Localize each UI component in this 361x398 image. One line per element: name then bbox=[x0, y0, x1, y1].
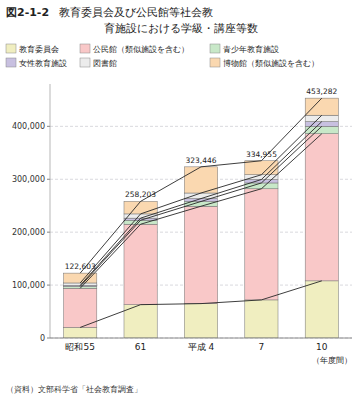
legend-swatch bbox=[80, 44, 90, 53]
legend-item: 博物館（類似施設を含む） bbox=[210, 58, 319, 68]
legend-label: 教育委員会 bbox=[19, 45, 59, 54]
series bbox=[64, 98, 339, 283]
y-tick-label: 400,000 bbox=[12, 122, 45, 131]
legend-item: 教育委員会 bbox=[6, 44, 59, 54]
legend-label: 公民館（類似施設を含む） bbox=[93, 45, 189, 54]
x-tick-label: 平成 4 bbox=[188, 342, 215, 352]
bar-segment bbox=[305, 134, 338, 281]
legend-item: 女性教育施設 bbox=[6, 58, 67, 68]
legend-swatch bbox=[210, 44, 220, 53]
y-tick bbox=[47, 232, 50, 233]
total-label: 334,955 bbox=[246, 150, 277, 159]
grid bbox=[50, 126, 352, 338]
y-tick-label: 300,000 bbox=[12, 175, 45, 184]
totals: 122,603 258,203 323,446 334,955 453,282 bbox=[65, 87, 338, 271]
y-tick bbox=[47, 126, 50, 127]
legend-swatch bbox=[80, 58, 90, 67]
legend-swatch bbox=[6, 58, 16, 67]
subtitle: 育施設における学級・講座等数 bbox=[104, 22, 258, 35]
legend-swatch bbox=[6, 44, 16, 53]
plot-marks bbox=[64, 98, 339, 338]
bar-segment bbox=[64, 327, 97, 338]
legend-item: 青少年教育施設 bbox=[210, 44, 279, 54]
x-tick-label: 61 bbox=[135, 342, 146, 352]
stack-line bbox=[80, 98, 322, 273]
y-axis-line bbox=[50, 84, 51, 338]
legend-label: 図書館 bbox=[93, 59, 117, 68]
total-label: 453,282 bbox=[306, 87, 337, 96]
x-tick-label: 昭和55 bbox=[65, 342, 94, 352]
bar-segment bbox=[305, 115, 338, 121]
x-axis-label: （年度間） bbox=[312, 356, 352, 365]
bar-segment bbox=[245, 183, 278, 189]
total-label: 258,203 bbox=[125, 190, 156, 199]
x-tick-label: 7 bbox=[259, 342, 265, 352]
bar-segment bbox=[184, 206, 217, 303]
source: （資料）文部科学省「社会教育調査」 bbox=[6, 385, 142, 394]
x-tick-label: 10 bbox=[316, 342, 328, 352]
bar-segment bbox=[245, 175, 278, 180]
total-label: 122,603 bbox=[65, 262, 96, 271]
legend-swatch bbox=[210, 58, 220, 67]
stack-line bbox=[80, 115, 322, 283]
bar-segment bbox=[245, 189, 278, 300]
bar-segment bbox=[124, 201, 157, 214]
bar-segment bbox=[64, 273, 97, 283]
legend: 教育委員会 公民館（類似施設を含む） 青少年教育施設女性教育施設 図書館 博物館（類似施… bbox=[6, 44, 319, 68]
legend-item: 図書館 bbox=[80, 58, 117, 68]
y-tick-label: 0 bbox=[40, 334, 45, 343]
stack-line bbox=[80, 122, 322, 286]
legend-label: 青少年教育施設 bbox=[223, 45, 279, 54]
grid-line bbox=[50, 338, 352, 339]
y-tick-label: 200,000 bbox=[12, 228, 45, 237]
y-axis: 0 100,000 200,000 300,000 400,000 bbox=[12, 84, 50, 343]
y-tick-label: 100,000 bbox=[12, 281, 45, 290]
legend-label: 博物館（類似施設を含む） bbox=[223, 59, 319, 68]
bar-segment bbox=[245, 300, 278, 338]
bar-segment bbox=[305, 98, 338, 115]
y-tick bbox=[47, 179, 50, 180]
legend-label: 女性教育施設 bbox=[19, 59, 67, 68]
series bbox=[64, 134, 339, 328]
x-axis-line bbox=[50, 338, 352, 339]
bar-segment bbox=[184, 304, 217, 338]
bar-segment bbox=[124, 305, 157, 338]
stack-line bbox=[80, 281, 322, 328]
series bbox=[64, 126, 339, 288]
bar-segment bbox=[305, 122, 338, 127]
title: 図2-1-2 bbox=[6, 6, 49, 19]
y-tick bbox=[47, 285, 50, 286]
y-tick bbox=[47, 338, 50, 339]
bar-segment bbox=[64, 288, 97, 327]
x-axis: 昭和55 61 平成 4 7 10 bbox=[50, 338, 352, 352]
bar-segment bbox=[305, 281, 338, 338]
legend-item: 公民館（類似施設を含む） bbox=[80, 44, 189, 54]
total-label: 323,446 bbox=[185, 156, 216, 165]
subtitle: 教育委員会及び公民館等社会教 bbox=[59, 6, 213, 19]
